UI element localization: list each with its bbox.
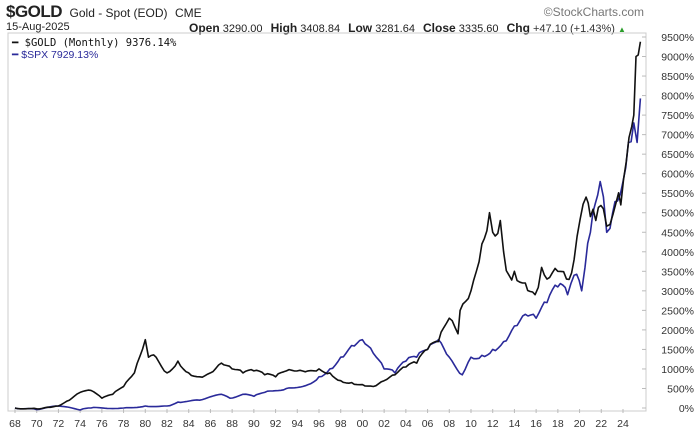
y-tick-label: 1500% — [661, 344, 694, 356]
x-tick-label: 94 — [291, 418, 303, 430]
close-label: Close — [423, 21, 456, 35]
x-tick-label: 00 — [357, 418, 369, 430]
low-label: Low — [348, 21, 373, 35]
y-tick-label: 8500% — [661, 71, 694, 83]
ohlc: Open 3290.00 High 3408.84 Low 3281.64 Cl… — [184, 21, 626, 35]
exchange: CME — [175, 6, 202, 20]
y-tick-label: 9000% — [661, 52, 694, 64]
x-tick-label: 24 — [617, 418, 629, 430]
series-lines — [14, 41, 642, 411]
y-tick-label: 7000% — [661, 130, 694, 142]
x-tick-label: 22 — [595, 418, 607, 430]
date: 15-Aug-2025 — [6, 21, 70, 33]
x-axis: 68 70 72 74 76 78 80 82 84 86 88 90 92 94 96 98 00 02 04 06… — [9, 409, 629, 430]
y-tick-label: 8000% — [661, 91, 694, 103]
x-tick-label: 08 — [443, 418, 455, 430]
x-tick-label: 16 — [530, 418, 542, 430]
legend-gold: ━ $GOLD (Monthly) 9376.14% — [12, 37, 177, 49]
y-tick-label: 0% — [679, 403, 694, 415]
x-tick-label: 02 — [378, 418, 390, 430]
brand-logo: ©StockCharts.com — [543, 5, 644, 19]
x-tick-label: 84 — [183, 418, 195, 430]
legend-spx-label: $SPX 7929.13% — [21, 49, 99, 61]
close-value: 3335.60 — [458, 23, 499, 35]
x-tick-label: 82 — [161, 418, 173, 430]
high-value: 3408.84 — [300, 23, 341, 35]
x-tick-label: 88 — [226, 418, 238, 430]
y-tick-label: 4500% — [661, 227, 694, 239]
chg-value: +47.10 (+1.43%) — [532, 23, 615, 35]
y-tick-label: 3500% — [661, 266, 694, 278]
y-tick-label: 3000% — [661, 286, 694, 298]
y-tick-label: 6000% — [661, 169, 694, 181]
gold-series-line — [14, 41, 642, 410]
plot-area — [7, 32, 647, 412]
open-label: Open — [189, 21, 220, 35]
x-tick-label: 72 — [53, 418, 65, 430]
x-tick-label: 14 — [509, 418, 521, 430]
x-tick-label: 90 — [248, 418, 260, 430]
chg-label: Chg — [506, 21, 530, 35]
legend-spx: ━ $SPX 7929.13% — [12, 49, 99, 61]
x-tick-label: 18 — [552, 418, 564, 430]
y-tick-label: 500% — [667, 383, 694, 395]
chart-title: $GOLD Gold - Spot (EOD) CME — [6, 2, 202, 22]
x-tick-label: 70 — [31, 418, 43, 430]
y-axis: 9500% 9000% 8500% 8000% 7500% 7000% 6500% 6000%… — [642, 32, 694, 415]
x-tick-label: 06 — [422, 418, 434, 430]
x-tick-label: 12 — [487, 418, 499, 430]
y-tick-label: 5000% — [661, 208, 694, 220]
low-value: 3281.64 — [375, 23, 415, 35]
y-tick-label: 9500% — [661, 32, 694, 44]
y-tick-label: 4000% — [661, 247, 694, 259]
x-tick-label: 68 — [9, 418, 21, 430]
y-tick-label: 2000% — [661, 325, 694, 337]
x-tick-label: 96 — [313, 418, 325, 430]
quote-line: 15-Aug-2025 Open 3290.00 High 3408.84 Lo… — [6, 21, 651, 35]
x-tick-label: 92 — [270, 418, 282, 430]
y-tick-label: 5500% — [661, 188, 694, 200]
x-tick-label: 74 — [74, 418, 86, 430]
x-tick-label: 86 — [205, 418, 217, 430]
spx-series-line — [14, 98, 642, 411]
open-value: 3290.00 — [222, 23, 263, 35]
y-tick-label: 2500% — [661, 305, 694, 317]
x-tick-label: 10 — [465, 418, 477, 430]
legend: ━ $GOLD (Monthly) 9376.14% ━ $SPX 7929.1… — [12, 37, 176, 61]
x-tick-label: 78 — [118, 418, 130, 430]
x-tick-label: 76 — [96, 418, 108, 430]
y-tick-label: 7500% — [661, 110, 694, 122]
legend-gold-label: $GOLD (Monthly) 9376.14% — [24, 37, 177, 49]
x-tick-label: 04 — [400, 418, 412, 430]
x-tick-label: 80 — [139, 418, 151, 430]
up-arrow-icon: ▲ — [618, 25, 626, 34]
symbol: $GOLD — [6, 2, 63, 21]
description: Gold - Spot (EOD) — [69, 6, 168, 20]
high-label: High — [270, 21, 298, 35]
y-tick-label: 1000% — [661, 364, 694, 376]
y-tick-label: 6500% — [661, 149, 694, 161]
x-tick-label: 20 — [574, 418, 586, 430]
x-tick-label: 98 — [335, 418, 347, 430]
